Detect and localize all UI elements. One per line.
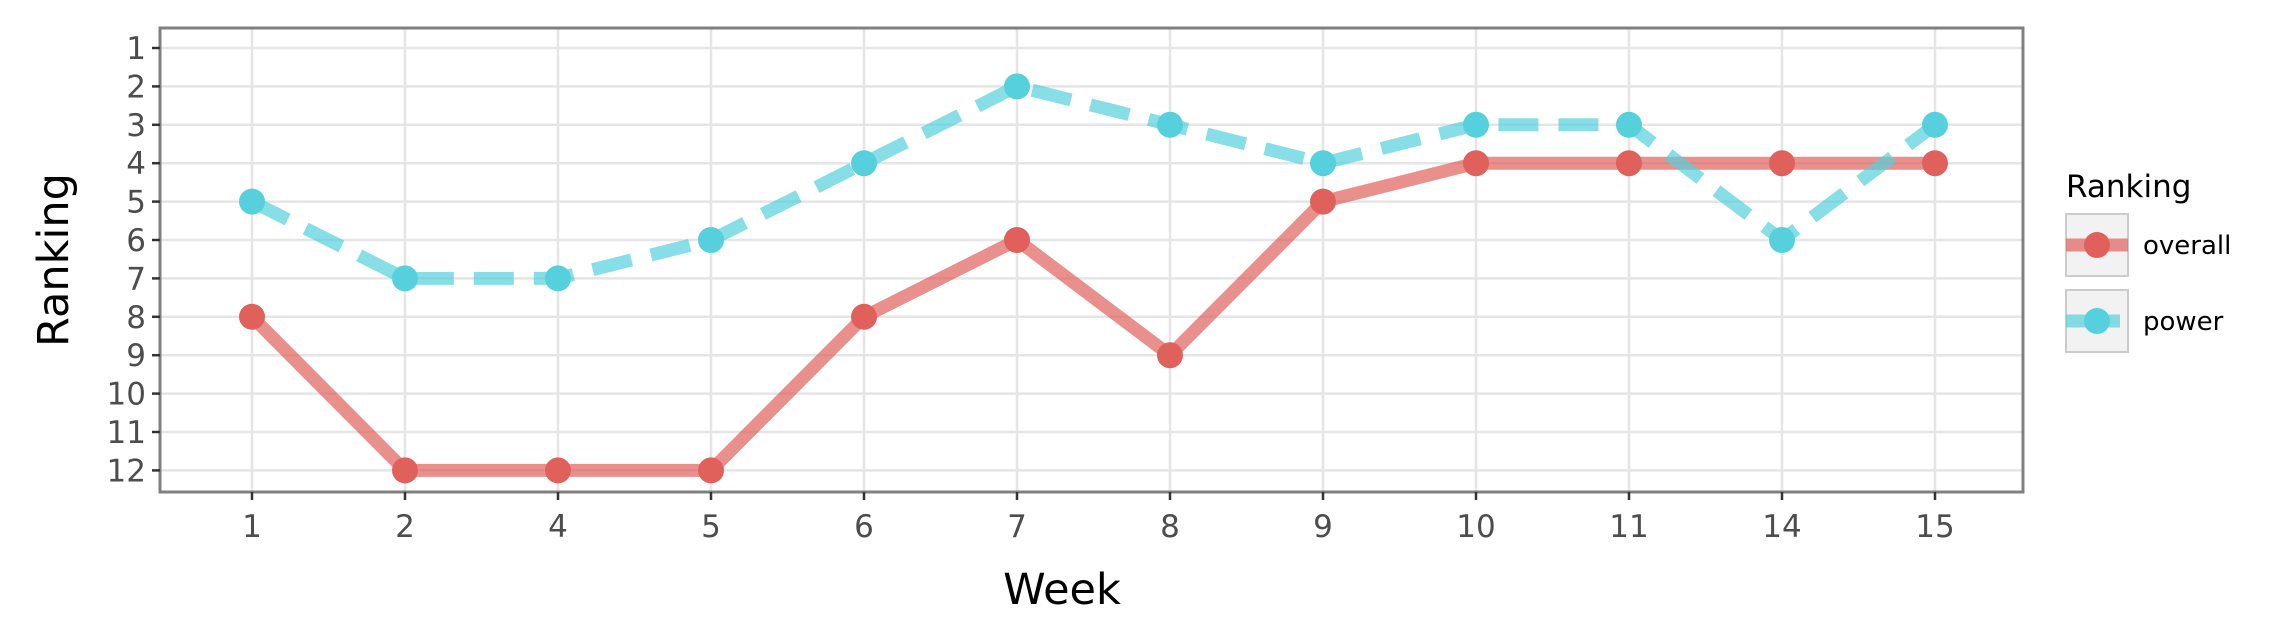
x-tick-label: 6 xyxy=(854,509,874,545)
data-point-overall xyxy=(239,303,265,330)
x-tick-label: 1 xyxy=(242,509,262,545)
data-point-power xyxy=(545,265,571,292)
data-point-overall xyxy=(851,303,877,330)
data-point-power xyxy=(1157,111,1183,138)
data-point-overall xyxy=(1616,150,1642,177)
x-tick-label: 2 xyxy=(395,509,415,545)
plot-background xyxy=(160,28,2023,492)
legend-item-overall: overall xyxy=(2065,213,2231,277)
data-point-overall xyxy=(1922,150,1948,177)
y-axis-title: Ranking xyxy=(29,173,79,347)
y-tick-label: 12 xyxy=(107,453,146,489)
y-tick-label: 3 xyxy=(126,108,146,144)
data-point-power xyxy=(1922,111,1948,138)
data-point-power xyxy=(1310,150,1336,177)
data-point-power xyxy=(851,150,877,177)
series-power xyxy=(239,73,1948,292)
legend-key-point xyxy=(2084,232,2110,258)
x-tick-label: 5 xyxy=(701,509,721,545)
x-tick-label: 9 xyxy=(1313,509,1333,545)
y-tick-label: 11 xyxy=(107,415,146,451)
legend-key-point xyxy=(2084,308,2110,334)
x-tick-label: 15 xyxy=(1915,509,1954,545)
y-tick-label: 1 xyxy=(126,31,146,67)
legend-title: Ranking xyxy=(2066,169,2191,205)
legend-label: power xyxy=(2143,307,2224,337)
data-point-overall xyxy=(1310,188,1336,215)
data-point-overall xyxy=(1004,227,1030,253)
data-point-overall xyxy=(545,457,571,484)
data-point-power xyxy=(239,188,265,215)
data-point-overall xyxy=(1463,150,1489,177)
series-line-power xyxy=(249,79,1939,285)
x-tick-label: 11 xyxy=(1609,509,1648,545)
data-point-power xyxy=(1463,111,1489,138)
data-point-overall xyxy=(392,457,418,484)
y-tick-label: 4 xyxy=(126,146,146,182)
y-tick-label: 2 xyxy=(126,69,146,105)
y-tick-label: 5 xyxy=(126,185,146,221)
series-layer xyxy=(239,73,1948,484)
x-tick-label: 14 xyxy=(1762,509,1801,545)
x-tick-label: 7 xyxy=(1007,509,1027,545)
y-tick-label: 9 xyxy=(126,338,146,374)
legend-item-power: power xyxy=(2065,289,2224,353)
series-line-overall xyxy=(247,156,1935,477)
data-point-power xyxy=(1004,73,1030,100)
data-point-power xyxy=(698,227,724,253)
data-point-power xyxy=(1769,227,1795,253)
y-tick-label: 7 xyxy=(126,261,146,297)
x-tick-label: 10 xyxy=(1456,509,1495,545)
legend-label: overall xyxy=(2143,231,2231,261)
series-overall xyxy=(239,150,1948,484)
y-tick-label: 6 xyxy=(126,223,146,259)
data-point-overall xyxy=(1769,150,1795,177)
y-tick-label: 10 xyxy=(107,377,146,413)
y-tick-label: 8 xyxy=(126,300,146,336)
x-tick-label: 4 xyxy=(548,509,568,545)
legend: Ranking overall power xyxy=(2065,169,2231,353)
x-axis: 1 2 4 5 6 7 8 9 10 11 14 15 xyxy=(242,492,1955,545)
data-point-overall xyxy=(1157,342,1183,369)
plot-border xyxy=(158,26,2025,494)
data-point-power xyxy=(392,265,418,292)
x-tick-label: 8 xyxy=(1160,509,1180,545)
data-point-overall xyxy=(698,457,724,484)
data-point-power xyxy=(1616,111,1642,138)
x-axis-title: Week xyxy=(1003,565,1121,615)
